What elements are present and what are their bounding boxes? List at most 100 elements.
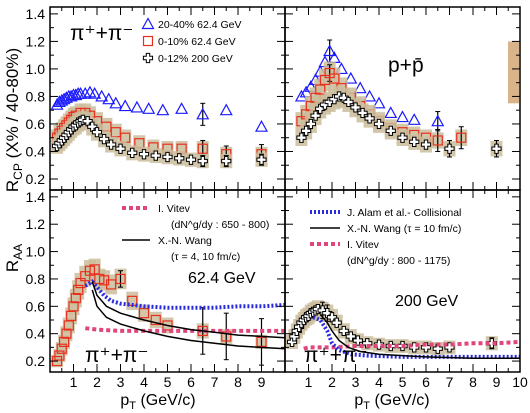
data-point	[431, 114, 445, 127]
ylabel-raa: RAA	[3, 244, 25, 272]
y-tick-label: 1.0	[26, 244, 46, 260]
energy-label: 200 GeV	[395, 293, 458, 310]
data-point	[150, 150, 161, 161]
data-point	[310, 110, 321, 121]
data-point	[142, 102, 156, 114]
data-point	[55, 93, 69, 106]
xlabel-right: pT (GeV/c)	[354, 392, 429, 412]
x-tick-label: 5	[399, 374, 407, 390]
x-tick-label: 2	[328, 374, 336, 390]
panel-raa_200: 1 2 3 4 5 6 7 8 9 10	[284, 189, 528, 390]
data-point	[78, 86, 92, 99]
data-point	[420, 139, 432, 150]
data-point	[106, 139, 117, 150]
data-point	[407, 113, 421, 125]
data-point	[305, 118, 316, 130]
data-point	[156, 103, 170, 116]
y-tick-label: 1.2	[26, 33, 46, 49]
legend-label: (dN^g/dy : 800 - 1175)	[347, 255, 450, 267]
x-tick-label: 8	[234, 374, 242, 390]
data-point	[150, 314, 161, 326]
data-point	[296, 132, 307, 143]
x-tick-label: 10	[512, 374, 528, 390]
data-point	[373, 118, 385, 130]
data-point	[256, 336, 267, 347]
energy-label: 62.4 GeV	[188, 270, 256, 287]
y-tick-label: 0.4	[26, 143, 46, 159]
x-tick-label: 3	[117, 374, 125, 390]
data-point	[350, 102, 361, 113]
data-point	[315, 103, 326, 114]
legend-label: X.-N. Wang	[158, 235, 212, 247]
data-point	[385, 125, 396, 136]
x-tick-label: 1	[305, 374, 313, 390]
curve-black-solid	[319, 314, 520, 360]
data-point	[353, 81, 367, 94]
x-tick-label: 2	[93, 374, 101, 390]
data-point	[197, 156, 208, 167]
data-point	[254, 119, 269, 132]
data-point	[70, 293, 81, 304]
data-point	[338, 325, 349, 337]
y-tick-label: 0.4	[26, 326, 46, 342]
data-point	[54, 350, 65, 361]
data-point	[432, 343, 443, 354]
data-point	[329, 73, 340, 84]
data-point	[68, 301, 79, 312]
legend-marker	[142, 52, 154, 64]
data-point	[109, 96, 123, 109]
data-point	[444, 143, 455, 154]
data-point	[115, 143, 126, 154]
systematic-box	[60, 326, 73, 342]
data-point	[98, 133, 110, 145]
curve-pink-dotted	[303, 339, 521, 351]
panel-label: p+p̄	[388, 54, 424, 77]
x-tick-label: 7	[446, 374, 454, 390]
x-tick-label: 4	[140, 374, 148, 390]
data-point	[345, 331, 356, 342]
curve-black-solid	[91, 289, 286, 350]
data-point	[138, 308, 150, 319]
curve-blue-dotted	[312, 315, 520, 359]
y-tick-label: 0.6	[26, 116, 46, 132]
panel-rcp_p	[284, 6, 521, 191]
data-point	[363, 89, 377, 102]
series-cross	[51, 110, 268, 169]
curve-pink-dotted	[85, 326, 285, 333]
data-point	[197, 143, 208, 154]
data-point	[127, 147, 138, 158]
data-point	[61, 328, 72, 339]
panel-label: π⁺+π⁻	[85, 344, 148, 367]
data-point	[162, 320, 173, 331]
series-square	[51, 258, 268, 368]
y-tick-label: 1.4	[26, 6, 46, 22]
data-point	[315, 84, 326, 95]
normalization-band	[508, 41, 519, 104]
data-point	[69, 88, 83, 101]
data-point	[373, 339, 385, 350]
legend-label: 0-10% 62.4 GeV	[158, 36, 236, 48]
y-tick-label: 0.6	[26, 298, 46, 314]
data-point	[409, 136, 420, 147]
data-point	[294, 89, 308, 102]
panel-raa_62: 1 2 3 4 5 6 7 8 9 0.2 0.4 0.6 0.8 1.0 1.2 1.4	[26, 189, 286, 390]
x-tick-label: 9	[493, 374, 501, 390]
data-point	[331, 317, 342, 328]
y-tick-label: 0.8	[26, 271, 46, 287]
data-point	[301, 125, 312, 136]
data-point	[58, 336, 70, 347]
x-tick-label: 4	[375, 374, 383, 390]
y-tick-label: 0.8	[26, 88, 46, 104]
legend-label: I. Vitev	[347, 239, 380, 251]
panel-rcp_pi: 0.2 0.4 0.6 0.8 1.0 1.2 1.4	[26, 6, 286, 191]
data-point	[491, 143, 502, 154]
series-cross	[286, 300, 498, 356]
data-point	[95, 89, 109, 102]
y-tick-label: 1.2	[26, 216, 46, 232]
data-point	[174, 153, 185, 164]
x-tick-label: 1	[70, 374, 78, 390]
data-point	[162, 151, 173, 163]
data-point	[91, 127, 103, 138]
xlabel-left: pT (GeV/c)	[120, 392, 195, 412]
data-point	[73, 284, 84, 295]
